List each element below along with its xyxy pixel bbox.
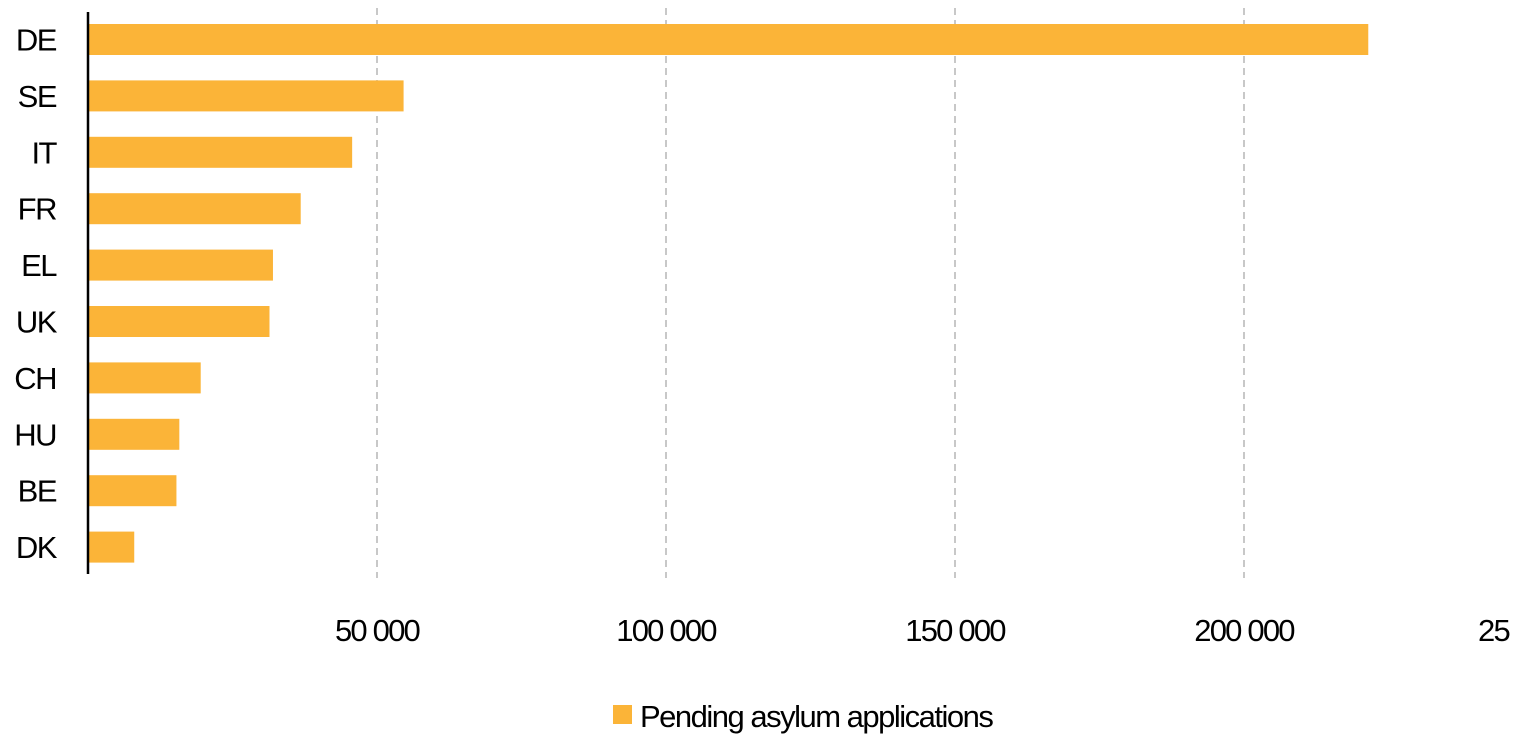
category-label-el: EL [21, 248, 57, 283]
x-tick-label: 150 000 [905, 613, 1006, 648]
category-labels: DE SE IT FR EL UK CH HU BE DK [14, 23, 59, 566]
legend-label: Pending asylum applications [640, 699, 993, 734]
bar-fr [88, 193, 301, 225]
x-tick-label: 50 000 [335, 613, 421, 648]
category-label-be: BE [18, 474, 57, 509]
legend-swatch [613, 705, 632, 724]
bar-uk [88, 306, 270, 337]
category-label-dk: DK [16, 530, 58, 565]
x-axis-tick-labels: 50 000 100 000 150 000 200 000 25 [335, 613, 1511, 648]
bar-be [88, 475, 177, 507]
legend: Pending asylum applications [613, 699, 995, 734]
category-label-hu: HU [14, 417, 56, 452]
category-label-it: IT [31, 135, 57, 170]
x-tick-label: 200 000 [1194, 613, 1295, 648]
bar-el [88, 249, 273, 281]
x-tick-label: 100 000 [616, 613, 717, 648]
bar-it [88, 136, 353, 168]
category-label-se: SE [18, 79, 57, 114]
bar-de [88, 24, 1369, 55]
gridlines [376, 8, 1245, 578]
bar-hu [88, 418, 180, 450]
bar-se [88, 80, 404, 112]
category-label-fr: FR [18, 192, 56, 227]
bar-dk [88, 531, 135, 563]
category-label-ch: CH [14, 361, 56, 396]
category-label-uk: UK [16, 305, 58, 340]
bar-ch [88, 362, 201, 394]
category-label-de: DE [16, 23, 57, 58]
x-tick-label: 25 [1478, 613, 1509, 648]
bars [88, 24, 1369, 563]
